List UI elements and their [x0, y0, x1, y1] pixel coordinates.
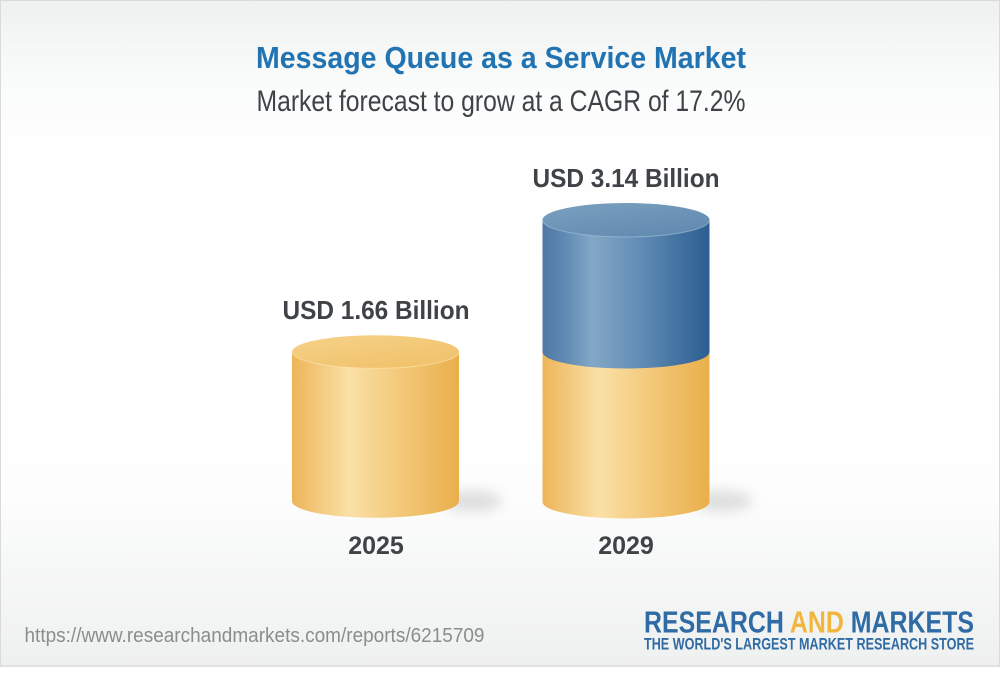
- svg-text:USD 1.66 Billion: USD 1.66 Billion: [283, 295, 470, 325]
- svg-text:2025: 2025: [348, 532, 404, 560]
- svg-text:USD 3.14 Billion: USD 3.14 Billion: [533, 163, 720, 193]
- svg-text:THE WORLD'S LARGEST MARKET RES: THE WORLD'S LARGEST MARKET RESEARCH STOR…: [644, 635, 974, 654]
- svg-text:2029: 2029: [598, 532, 654, 560]
- svg-text:Message Queue as a Service Mar: Message Queue as a Service Market: [256, 40, 746, 75]
- svg-text:https://www.researchandmarkets: https://www.researchandmarkets.com/repor…: [25, 625, 485, 647]
- svg-text:RESEARCH AND MARKETS: RESEARCH AND MARKETS: [644, 605, 974, 640]
- svg-text:Market forecast to grow at a C: Market forecast to grow at a CAGR of 17.…: [257, 85, 746, 118]
